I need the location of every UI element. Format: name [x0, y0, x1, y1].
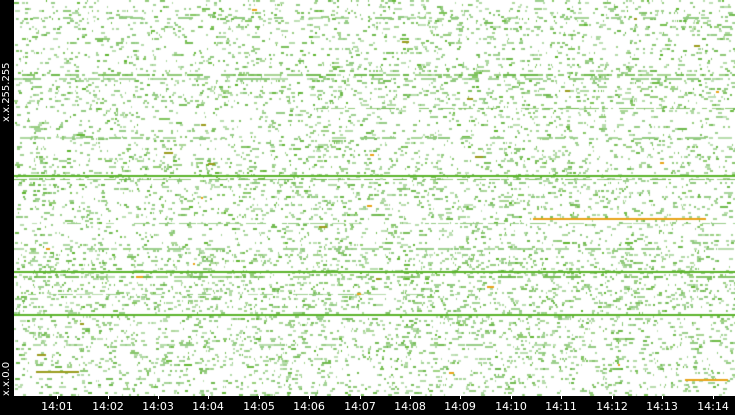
x-axis-tick [57, 396, 58, 399]
x-axis: 14:01 14:02 14:03 14:04 14:05 14:06 14:07 14:08… [0, 396, 735, 415]
x-axis-tick-label: 14:02 [92, 400, 124, 413]
x-axis-tick-label: 14:09 [444, 400, 476, 413]
x-axis-tick-label: 14:08 [394, 400, 426, 413]
x-axis-tick [158, 396, 159, 399]
x-axis-tick [410, 396, 411, 399]
x-axis-tick-label: 14:06 [293, 400, 325, 413]
x-axis-tick-label: 14:13 [646, 400, 678, 413]
y-axis-min-label: x.x.0.0 [1, 361, 12, 396]
x-axis-tick-label: 14:14 [697, 400, 729, 413]
x-axis-tick [208, 396, 209, 399]
y-axis-max-label: x.x.255.255 [1, 62, 12, 122]
x-axis-tick-label: 14:11 [545, 400, 577, 413]
x-axis-tick [309, 396, 310, 399]
x-axis-tick-label: 14:04 [192, 400, 224, 413]
x-axis-tick-label: 14:01 [41, 400, 73, 413]
x-axis-tick-label: 14:03 [142, 400, 174, 413]
x-axis-tick [662, 396, 663, 399]
x-axis-tick [511, 396, 512, 399]
x-axis-tick [612, 396, 613, 399]
x-axis-tick [259, 396, 260, 399]
x-axis-tick [713, 396, 714, 399]
traffic-scatter-canvas[interactable] [14, 0, 735, 396]
y-axis: x.x.255.255 x.x.0.0 [0, 0, 14, 396]
x-axis-tick-label: 14:10 [495, 400, 527, 413]
x-axis-tick [360, 396, 361, 399]
x-axis-tick [561, 396, 562, 399]
plot-area[interactable] [14, 0, 735, 396]
x-axis-tick-label: 14:12 [596, 400, 628, 413]
x-axis-tick [460, 396, 461, 399]
x-axis-tick [108, 396, 109, 399]
x-axis-tick-label: 14:05 [243, 400, 275, 413]
x-axis-tick-label: 14:07 [344, 400, 376, 413]
